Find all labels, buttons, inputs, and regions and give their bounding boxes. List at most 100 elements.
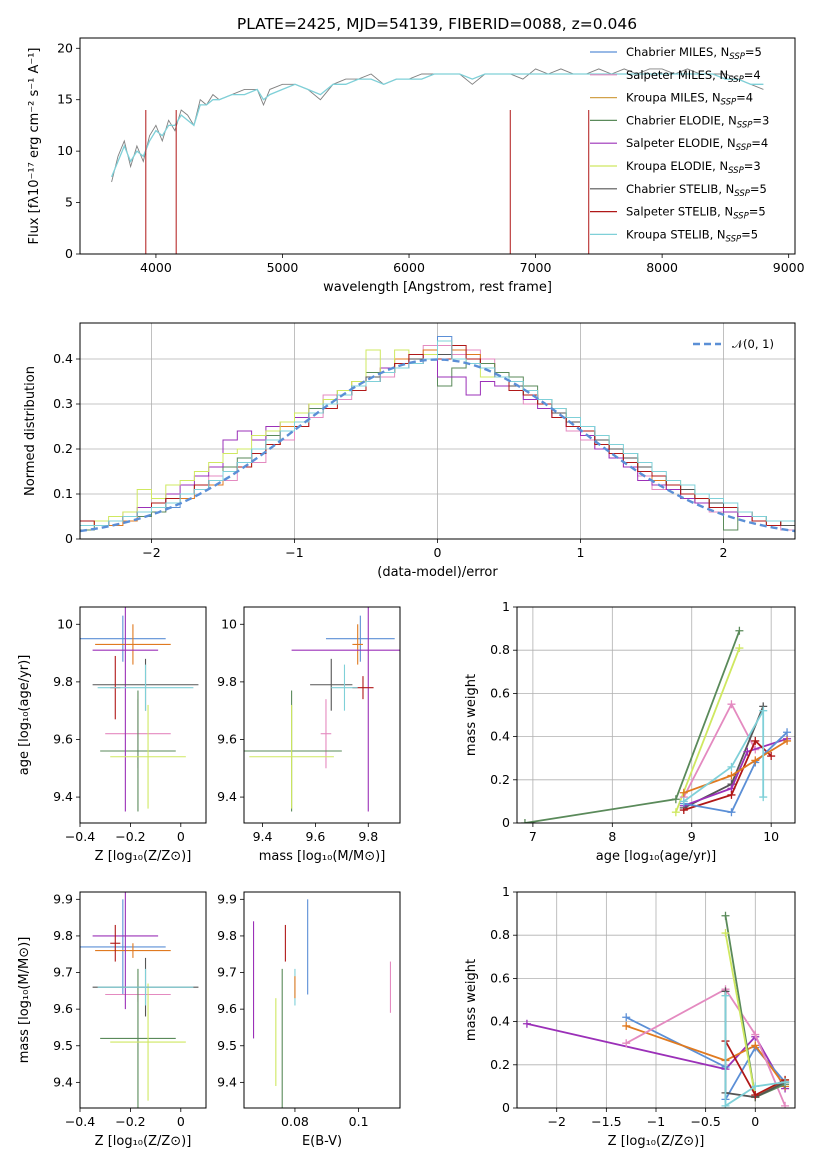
- x-axis-label: Z [log₁₀(Z/Z⊙)]: [95, 849, 192, 864]
- legend-text-post: =4: [736, 91, 753, 105]
- x-tick-label: 7: [529, 829, 537, 844]
- plot-area: [80, 336, 795, 539]
- legend-text-main: Chabrier ELODIE, N: [626, 113, 737, 127]
- x-axis-label: (data-model)/error: [377, 565, 498, 580]
- x-tick-label: 0: [177, 829, 185, 844]
- weight-marker: [759, 793, 768, 802]
- weight-line: [683, 707, 765, 803]
- legend-text-main: Chabrier MILES, N: [626, 45, 729, 59]
- legend-text-post: =4: [751, 136, 768, 150]
- x-tick-label: 6000: [393, 260, 425, 275]
- weight-marker: [751, 1041, 760, 1050]
- weight-marker: [679, 797, 688, 806]
- weight-marker: [727, 771, 736, 780]
- y-tick-label: 0.3: [53, 396, 73, 411]
- y-axis-label: Flux [fλ10⁻¹⁷ erg cm⁻² s⁻¹ A⁻¹]: [27, 48, 42, 245]
- y-tick-label: 0.6: [490, 970, 510, 985]
- weight-marker: [727, 790, 736, 799]
- legend-text-main: Chabrier STELIB, N: [626, 182, 734, 196]
- x-tick-label: −0.2: [115, 829, 145, 844]
- x-tick-label: −1: [285, 545, 303, 560]
- axes-frame: [79, 891, 207, 1109]
- weight-marker: [727, 700, 736, 709]
- y-tick-label: 9.4: [53, 789, 73, 804]
- weight-marker: [520, 819, 529, 823]
- x-tick-label: 0.08: [281, 1114, 309, 1129]
- weight-line: [683, 731, 788, 814]
- y-tick-label: 10: [57, 616, 73, 631]
- y-tick-label: 9.4: [217, 789, 237, 804]
- x-axis-label: E(B-V): [302, 1134, 342, 1149]
- x-tick-label: 2: [720, 545, 728, 560]
- legend-text-sub: SSP: [721, 98, 737, 108]
- legend-entry: Salpeter MILES, NSSP=4: [626, 68, 761, 85]
- x-axis-label: wavelength [Angstrom, rest frame]: [323, 280, 552, 295]
- x-tick-label: 0.1: [349, 1114, 369, 1129]
- weight-marker: [767, 752, 776, 761]
- y-tick-label: 0.6: [490, 685, 510, 700]
- y-tick-label: 9.5: [53, 1038, 73, 1053]
- weight-marker: [735, 644, 744, 653]
- y-tick-label: 0: [65, 531, 73, 546]
- x-tick-label: −0.2: [115, 1114, 145, 1129]
- legend-text-post: =5: [750, 182, 767, 196]
- x-tick-label: 0: [751, 1114, 759, 1129]
- weight-marker: [759, 706, 768, 715]
- axes-frame: [243, 606, 401, 824]
- y-tick-label: 9.9: [217, 891, 237, 906]
- x-tick-label: 9.8: [358, 829, 378, 844]
- y-tick-label: 0.2: [53, 441, 73, 456]
- plot-area: [80, 892, 199, 1108]
- y-tick-label: 9.7: [217, 965, 237, 980]
- legend-text-sub: SSP: [734, 189, 750, 199]
- y-tick-label: 9.8: [53, 928, 73, 943]
- x-tick-label: −2: [142, 545, 160, 560]
- legend-entry: Salpeter ELODIE, NSSP=4: [626, 136, 768, 153]
- x-axis-label: Z [log₁₀(Z/Z⊙)]: [95, 1134, 192, 1149]
- x-tick-label: −0.4: [65, 1114, 95, 1129]
- panel-3: −0.4 −0.2 0 9.4 9.6 9.8 10 Z [log₁₀(Z/Z⊙)] age […: [17, 606, 207, 864]
- legend-text-sub: SSP: [728, 166, 744, 176]
- x-tick-label: 9.4: [253, 829, 273, 844]
- legend-text-post: =5: [741, 227, 758, 241]
- x-tick-label: 9: [688, 829, 696, 844]
- y-tick-label: 5: [65, 195, 73, 210]
- panel-5: 7 8 9 10 0 0.2 0.4 0.6 0.8 1 age [log₁₀(age/yr)] ma…: [464, 599, 796, 864]
- weight-marker: [781, 1101, 790, 1108]
- y-tick-label: 9.5: [217, 1038, 237, 1053]
- y-tick-label: 0: [502, 815, 510, 830]
- y-tick-label: 0.4: [490, 729, 510, 744]
- panel-1: 4000 5000 6000 7000 8000 9000 0 5 10 15 20 waveleng…: [27, 37, 805, 295]
- x-tick-label: 5000: [267, 260, 299, 275]
- legend-entry: Salpeter STELIB, NSSP=5: [626, 205, 766, 222]
- legend-text-sub: SSP: [733, 212, 749, 222]
- y-tick-label: 9.7: [53, 965, 73, 980]
- x-tick-label: 0: [177, 1114, 185, 1129]
- legend-entry: Kroupa MILES, NSSP=4: [626, 91, 753, 108]
- weight-marker: [721, 911, 730, 920]
- y-tick-label: 9.8: [217, 928, 237, 943]
- y-tick-label: 9.6: [53, 731, 73, 746]
- y-tick-label: 9.4: [217, 1074, 237, 1089]
- weight-marker: [622, 1039, 631, 1048]
- x-tick-label: 9.6: [305, 829, 325, 844]
- legend-text-main: Kroupa ELODIE, N: [626, 159, 728, 173]
- axes-frame: [79, 37, 796, 255]
- weight-marker: [751, 1091, 760, 1100]
- weight-marker: [679, 788, 688, 797]
- y-axis-label: mass weight: [464, 674, 479, 756]
- x-tick-label: 9000: [773, 260, 805, 275]
- figure-title: PLATE=2425, MJD=54139, FIBERID=0088, z=0…: [237, 15, 637, 33]
- weight-marker: [751, 756, 760, 765]
- x-tick-label: 10: [763, 829, 779, 844]
- y-tick-label: 1: [502, 884, 510, 899]
- y-axis-label: age [log₁₀(age/yr)]: [17, 655, 32, 776]
- axes-frame: [243, 891, 401, 1109]
- legend-entry: Chabrier ELODIE, NSSP=3: [626, 113, 769, 130]
- weight-marker: [783, 736, 792, 745]
- axes-frame: [79, 322, 796, 540]
- plot-area: [522, 911, 790, 1108]
- weight-marker: [671, 808, 680, 817]
- y-tick-label: 0: [502, 1100, 510, 1115]
